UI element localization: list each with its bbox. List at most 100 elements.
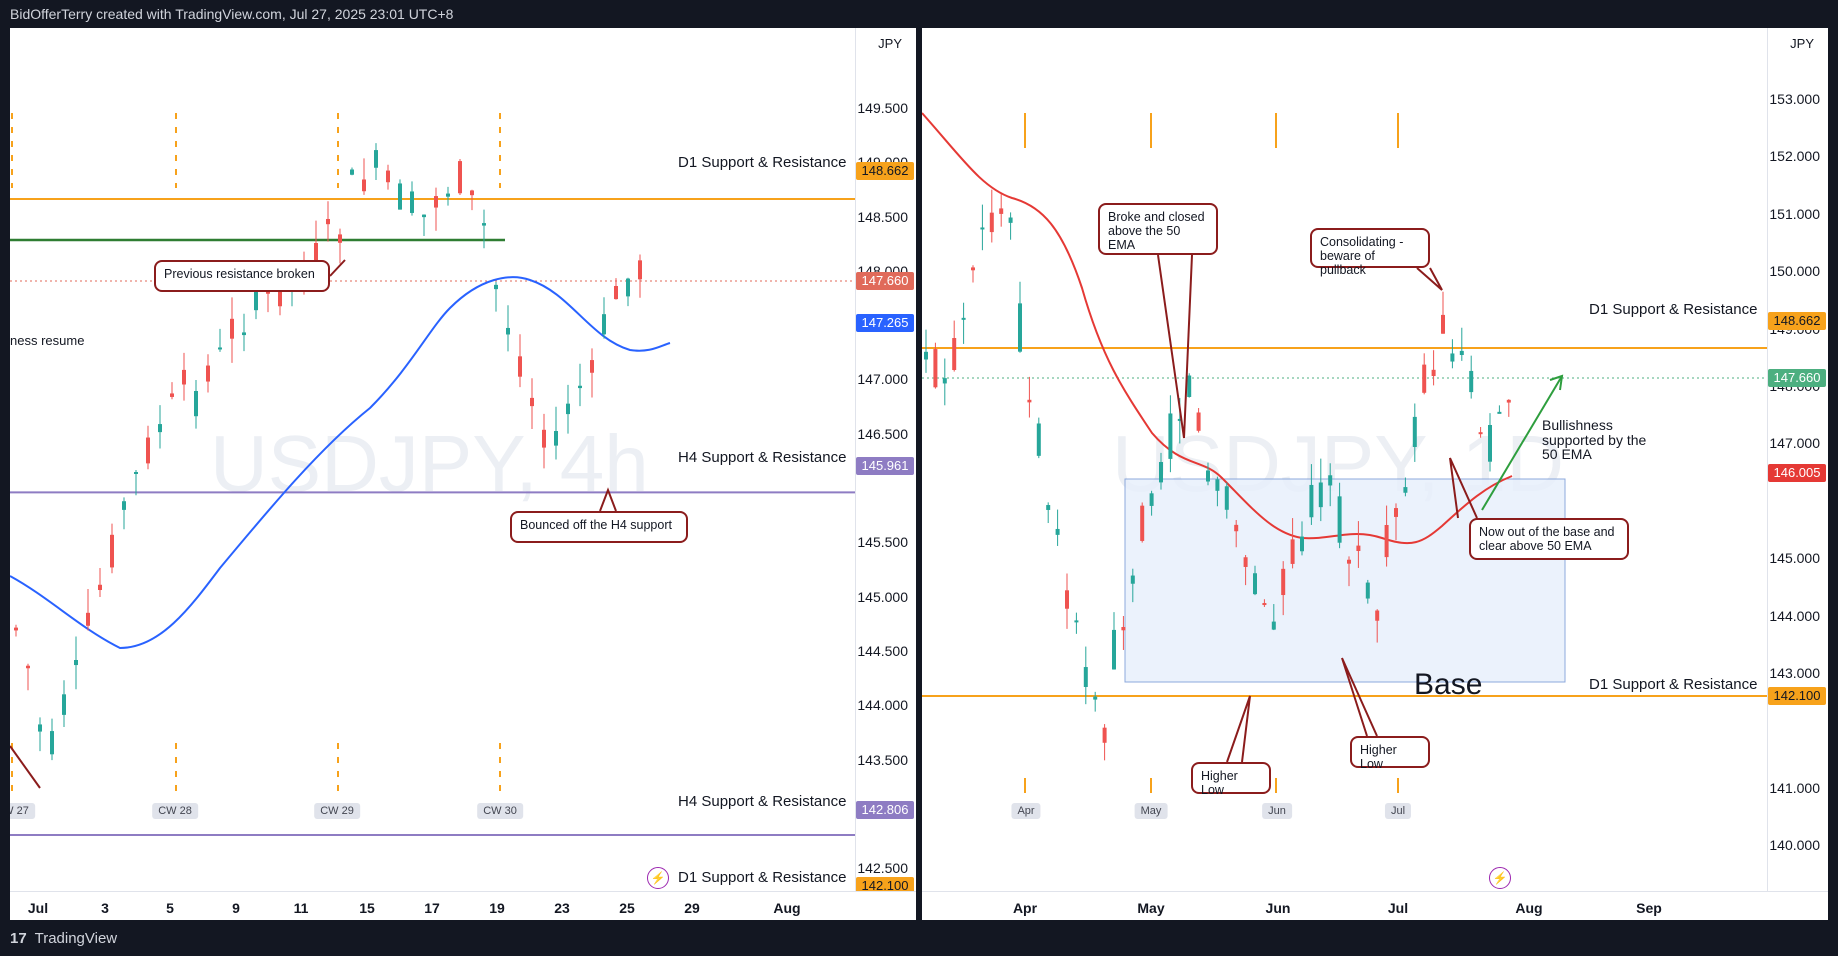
price-tick-label: 140.000 bbox=[1769, 837, 1820, 854]
candle-body bbox=[530, 397, 534, 407]
note-higher-low-2[interactable]: Higher Low bbox=[1350, 736, 1430, 771]
candle-body bbox=[98, 584, 102, 591]
note-out-of-base[interactable]: Now out of the base and clear above 50 E… bbox=[1469, 518, 1629, 560]
chart-panel-1d[interactable]: USDJPY, 1D D1 Support & Resistance D1 Su… bbox=[922, 28, 1828, 920]
ema-50-line bbox=[10, 276, 671, 650]
badge-last-price: 147.660 bbox=[1768, 369, 1826, 387]
candle-body bbox=[971, 267, 975, 271]
candle-body bbox=[1497, 411, 1502, 414]
price-tick-label: 153.000 bbox=[1769, 90, 1820, 107]
candle-body bbox=[1149, 493, 1154, 506]
date-tick-label: 15 bbox=[359, 900, 375, 916]
candle-body bbox=[590, 360, 594, 373]
lightning-icon[interactable]: ⚡ bbox=[1489, 867, 1511, 889]
candle-body bbox=[1121, 627, 1126, 631]
candle-body bbox=[1328, 475, 1333, 486]
candle-body bbox=[1018, 303, 1022, 352]
candle-body bbox=[494, 284, 498, 290]
candle-body bbox=[566, 403, 570, 415]
date-tick-label: Jun bbox=[1265, 900, 1291, 916]
price-tick-label: 152.000 bbox=[1769, 148, 1820, 165]
date-tick-label: May bbox=[1137, 900, 1165, 916]
candle-body bbox=[1215, 479, 1220, 491]
candle-body bbox=[1271, 621, 1276, 630]
candle-body bbox=[398, 183, 402, 210]
candle-body bbox=[1008, 217, 1013, 223]
badge-d1-bottom: 142.100 bbox=[1768, 687, 1826, 705]
footer-bar: 17 TradingView bbox=[0, 922, 1838, 956]
candle-body bbox=[1356, 545, 1361, 551]
date-tick-label: 19 bbox=[489, 900, 505, 916]
candle-body bbox=[1224, 486, 1229, 510]
candle-body bbox=[1168, 413, 1173, 459]
candle-body bbox=[230, 318, 234, 339]
date-tick-label: Apr bbox=[1012, 900, 1038, 916]
lightning-icon[interactable]: ⚡ bbox=[647, 867, 669, 889]
candle-body bbox=[542, 429, 546, 448]
note-bounced-h4[interactable]: Bounced off the H4 support bbox=[510, 511, 688, 543]
candle-body bbox=[1262, 603, 1267, 606]
candle-body bbox=[470, 190, 474, 196]
candle-body bbox=[1206, 470, 1210, 482]
price-tick-label: 151.000 bbox=[1769, 205, 1820, 222]
candle-body bbox=[446, 193, 450, 197]
candle-body bbox=[134, 472, 138, 475]
note-consolidating[interactable]: Consolidating - beware of pullback bbox=[1310, 228, 1430, 276]
base-rectangle bbox=[1124, 478, 1566, 683]
candle-body bbox=[1093, 696, 1098, 700]
level-label-d1-bottom: D1 Support & Resistance bbox=[678, 869, 847, 886]
level-label-d1-top: D1 Support & Resistance bbox=[1589, 301, 1758, 318]
note-resistance-broken[interactable]: Previous resistance broken bbox=[154, 260, 330, 292]
level-label-h4-bottom: H4 Support & Resistance bbox=[678, 793, 847, 810]
note-broke-above-ema[interactable]: Broke and closed above the 50 EMA bbox=[1098, 203, 1218, 255]
partial-annotation-text: ness resume bbox=[10, 333, 85, 348]
badge-h4-bottom: 142.806 bbox=[856, 801, 914, 819]
candle-body bbox=[626, 278, 630, 297]
candle-body bbox=[1065, 590, 1069, 609]
time-axis-4h[interactable] bbox=[10, 891, 916, 920]
badge-last-price: 147.660 bbox=[856, 272, 914, 290]
candle-body bbox=[170, 393, 174, 397]
chart-panel-4h[interactable]: USDJPY, 4h D1 Support & Resistance H4 Su… bbox=[10, 28, 916, 920]
candle-body bbox=[206, 365, 210, 382]
candle-body bbox=[933, 349, 938, 388]
candle-body bbox=[1196, 412, 1201, 431]
base-label: Base bbox=[1414, 668, 1483, 701]
note-higher-low-1[interactable]: Higher Low bbox=[1191, 762, 1271, 797]
badge-ema: 147.265 bbox=[856, 314, 914, 332]
date-tick-label: Sep bbox=[1636, 900, 1662, 916]
candle-body bbox=[1177, 418, 1182, 421]
candle-body bbox=[1102, 727, 1107, 743]
candle-body bbox=[614, 286, 618, 300]
candle-body bbox=[350, 169, 354, 175]
candle-body bbox=[146, 437, 150, 464]
candle-body bbox=[158, 424, 162, 433]
candle-body bbox=[1159, 462, 1163, 483]
candle-body bbox=[254, 288, 258, 311]
price-tick-label: 145.000 bbox=[1769, 550, 1820, 567]
brand-name: TradingView bbox=[34, 930, 118, 947]
date-tick-label: 17 bbox=[424, 900, 440, 916]
price-tick-label: 146.500 bbox=[857, 425, 908, 442]
candle-body bbox=[961, 317, 966, 320]
candle-body bbox=[942, 378, 947, 384]
month-label-apr: Apr bbox=[1011, 803, 1041, 819]
price-tick-label: 149.500 bbox=[857, 99, 908, 116]
time-axis-1d[interactable] bbox=[922, 891, 1828, 920]
chart-canvas-1d[interactable] bbox=[922, 28, 1828, 920]
candle-body bbox=[482, 223, 486, 226]
note-pointer bbox=[10, 745, 41, 789]
date-tick-label: Jul bbox=[27, 900, 49, 916]
currency-label: JPY bbox=[1790, 36, 1814, 51]
price-tick-label: 145.500 bbox=[857, 534, 908, 551]
candle-body bbox=[999, 208, 1004, 214]
candle-body bbox=[326, 218, 330, 225]
price-tick-label: 141.000 bbox=[1769, 779, 1820, 796]
candle-body bbox=[1243, 557, 1248, 567]
candle-body bbox=[26, 665, 30, 669]
cw-label-30: CW 30 bbox=[477, 803, 523, 819]
month-label-jun: Jun bbox=[1262, 803, 1292, 819]
badge-d1-top: 148.662 bbox=[1768, 312, 1826, 330]
note-pointer bbox=[1341, 657, 1378, 737]
candle-body bbox=[1337, 496, 1342, 543]
